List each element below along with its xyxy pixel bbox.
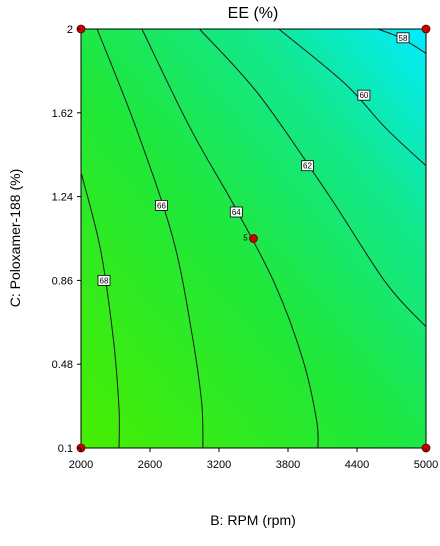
x-tick-label: 3800 — [276, 459, 300, 471]
contour-label-box-68 — [97, 274, 111, 286]
design-point-count-label: 5 — [243, 234, 248, 243]
contour-label-box-58 — [396, 32, 410, 44]
x-tick-label: 5000 — [414, 459, 438, 471]
contour-label-58: 58 — [399, 34, 408, 43]
contour-label-68: 68 — [100, 276, 109, 285]
design-points: 5 — [76, 24, 431, 453]
contour-label-box-64 — [229, 206, 243, 218]
y-tick-label: 0.86 — [52, 275, 73, 287]
x-axis-title: B: RPM (rpm) — [210, 512, 296, 528]
x-tick-label: 2600 — [138, 459, 162, 471]
contour-line-60 — [278, 28, 427, 167]
y-tick-label: 1.62 — [52, 108, 73, 120]
x-tick-label: 2000 — [69, 459, 93, 471]
contour-line-62 — [199, 28, 427, 328]
contour-line-68 — [80, 172, 120, 449]
contour-label-60: 60 — [359, 91, 368, 100]
contour-lines — [80, 28, 427, 449]
chart-title: EE (%) — [228, 5, 279, 22]
contour-label-66: 66 — [157, 201, 166, 210]
x-tick-label: 4400 — [345, 459, 369, 471]
design-point-2 — [421, 24, 431, 34]
contour-label-box-66 — [155, 199, 168, 211]
x-axis-ticks: 2000 2600 3200 3800 4400 5000 — [69, 448, 438, 471]
y-tick-label: 2 — [67, 24, 73, 36]
contour-line-64 — [141, 28, 319, 449]
contour-label-64: 64 — [232, 208, 241, 217]
y-tick-label: 0.48 — [52, 359, 73, 371]
y-tick-label: 1.24 — [52, 192, 73, 204]
y-axis-ticks: 0.1 0.48 0.86 1.24 1.62 2 — [52, 24, 81, 455]
contour-line-66 — [96, 28, 204, 449]
y-axis-title: C: Poloxamer-188 (%) — [7, 169, 23, 308]
x-tick-label: 3200 — [207, 459, 231, 471]
contour-labels: 68 66 64 62 60 58 — [97, 32, 410, 286]
contour-label-box-62 — [301, 160, 314, 172]
contour-label-62: 62 — [303, 162, 312, 171]
contour-label-box-60 — [357, 89, 371, 101]
y-tick-label: 0.1 — [58, 443, 73, 455]
design-point-5 — [249, 234, 258, 243]
